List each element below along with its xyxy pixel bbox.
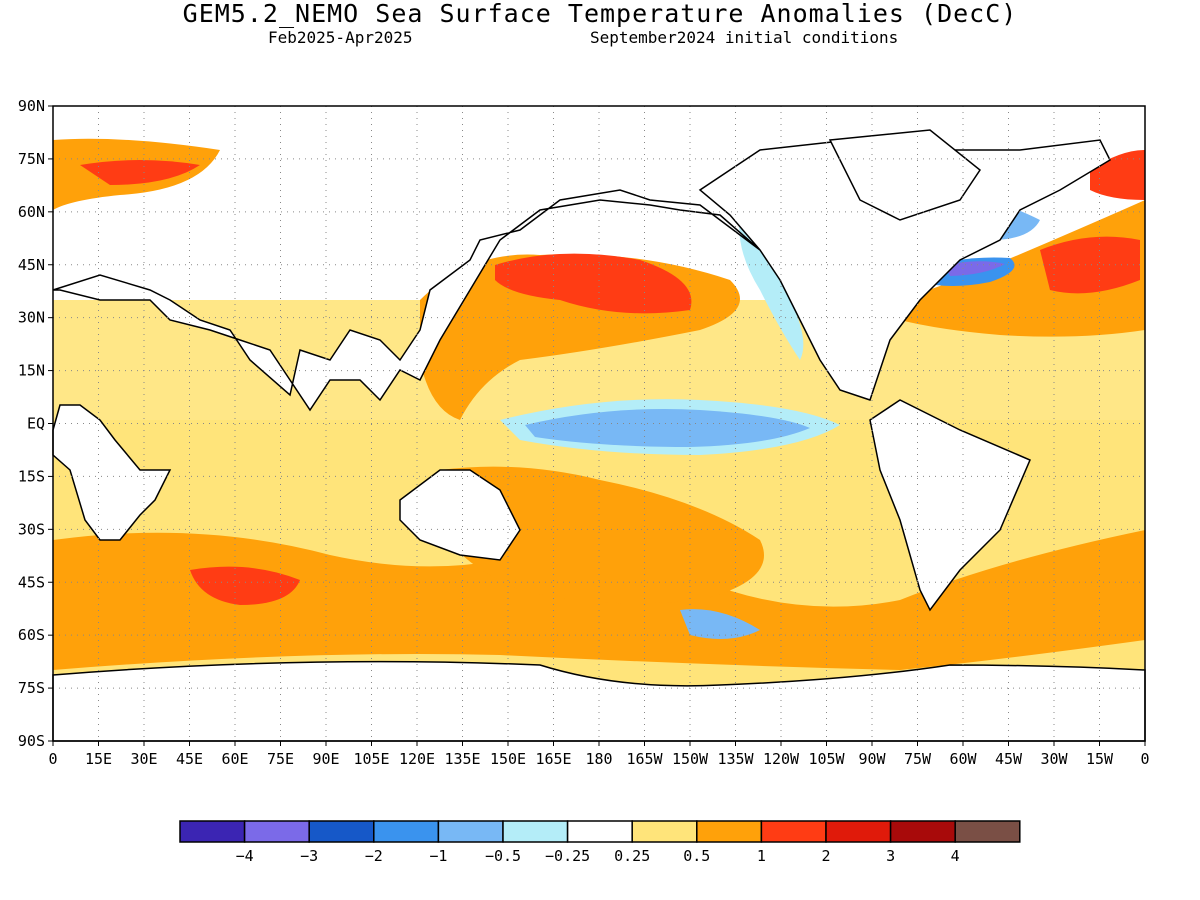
colorbar-swatch (437, 820, 504, 843)
lon-label: 105W (808, 750, 845, 768)
colorbar-label: −2 (365, 847, 383, 865)
color-legend: −4 −3 −2 −1 −0.5 −0.25 0.25 0.5 1 2 3 4 (179, 820, 1021, 865)
lat-label: 15S (18, 467, 45, 485)
lon-label: 60E (221, 750, 248, 768)
africa (52, 404, 172, 541)
anomaly-cold-tongue (525, 409, 810, 447)
lat-label: 15N (18, 362, 45, 380)
colorbar-label: −0.25 (545, 847, 590, 865)
lat-label: 45N (18, 256, 45, 274)
lon-label: 0 (48, 750, 57, 768)
anomaly-south-pacific (440, 466, 764, 604)
anomaly-north-atlantic (900, 200, 1145, 337)
lon-label: 150W (672, 750, 709, 768)
longitude-axis: 0 15E 30E 45E 60E 75E 90E 105E 120E 135E 150E 165E 1… (48, 741, 1150, 768)
anomaly-california-cold (739, 215, 804, 360)
colorbar-label: 0.5 (683, 847, 710, 865)
colorbar-swatch (696, 820, 763, 843)
lat-label: 45S (18, 573, 45, 591)
south-america (869, 399, 1031, 612)
colorbar-label: −1 (429, 847, 447, 865)
antarctica (52, 660, 1146, 742)
lon-label: 90E (312, 750, 339, 768)
colorbar-swatch (631, 820, 698, 843)
anomaly-north-atlantic-strong (1040, 236, 1140, 294)
colorbar-swatch (373, 820, 440, 843)
lat-label: 90S (18, 732, 45, 750)
lon-label: 75W (904, 750, 932, 768)
continents (52, 129, 1146, 742)
lon-label: 30W (1040, 750, 1068, 768)
map-gridlines (53, 106, 1145, 741)
map-title: GEM5.2_NEMO Sea Surface Temperature Anom… (182, 0, 1018, 28)
lat-label: 90N (18, 97, 45, 115)
colorbar-label: −4 (236, 847, 254, 865)
colorbar-swatch (502, 820, 569, 843)
colorbar-label: 3 (886, 847, 895, 865)
colorbar-swatch (308, 820, 375, 843)
lat-label: 75N (18, 150, 45, 168)
colorbar-label: −0.5 (485, 847, 521, 865)
lat-label: EQ (27, 415, 45, 433)
colorbar-swatch (179, 820, 246, 843)
colorbar-swatch (889, 820, 956, 843)
lon-label: 165E (535, 750, 571, 768)
lon-label: 120W (763, 750, 800, 768)
lon-label: 45E (176, 750, 203, 768)
colorbar-label: 1 (757, 847, 766, 865)
lon-label: 135E (444, 750, 480, 768)
latitude-axis: 90N 75N 60N 45N 30N 15N EQ 15S 30S 45S 60S 75S 90S (18, 97, 53, 750)
lat-label: 30N (18, 309, 45, 327)
lon-label: 15E (85, 750, 112, 768)
colorbar-label: 4 (951, 847, 960, 865)
colorbar-swatch (825, 820, 892, 843)
colorbar-swatch (760, 820, 827, 843)
anomaly-indian-ocean-strong (190, 566, 300, 605)
greenland (828, 129, 982, 221)
lat-label: 60S (18, 626, 45, 644)
lon-label: 120E (399, 750, 435, 768)
eurasia-north-america (52, 139, 1111, 412)
anomaly-kuroshio-extension (495, 253, 692, 314)
lon-label: 180 (585, 750, 612, 768)
lon-label: 0 (1140, 750, 1149, 768)
colorbar-label: −3 (300, 847, 318, 865)
anomaly-barents-strong (80, 160, 200, 185)
lon-label: 15W (1086, 750, 1114, 768)
forecast-period: Feb2025-Apr2025 (268, 28, 413, 47)
lon-label: 90W (858, 750, 886, 768)
lon-label: 150E (490, 750, 526, 768)
anomaly-south-pacific-cold (680, 609, 760, 639)
initial-conditions: September2024 initial conditions (590, 28, 899, 47)
australia (399, 469, 521, 561)
lon-label: 105E (353, 750, 389, 768)
lon-label: 75E (267, 750, 294, 768)
lon-label: 165W (626, 750, 663, 768)
lon-label: 30E (130, 750, 157, 768)
colorbar-swatch (954, 820, 1021, 843)
lat-label: 30S (18, 520, 45, 538)
lon-label: 45W (995, 750, 1023, 768)
lon-label: 135W (717, 750, 754, 768)
lat-label: 60N (18, 203, 45, 221)
lon-label: 60W (949, 750, 977, 768)
colorbar-swatch (566, 820, 633, 843)
lat-label: 75S (18, 679, 45, 697)
colorbar-swatch (243, 820, 310, 843)
colorbar-label: 2 (821, 847, 830, 865)
colorbar-label: 0.25 (614, 847, 650, 865)
